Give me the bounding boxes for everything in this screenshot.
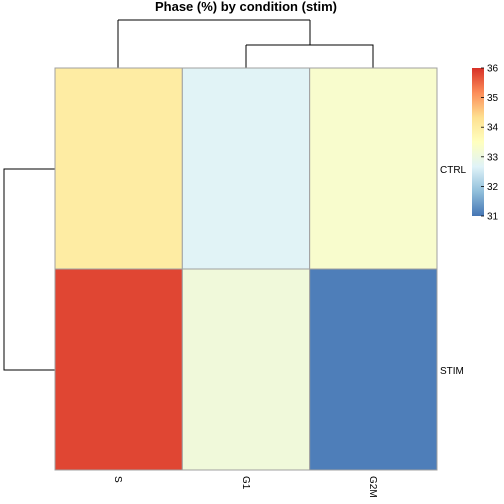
heatmap-cell-stim-g1 [181,268,311,471]
row-dendrogram [3,168,55,371]
colorbar-tick-label: 36 [487,64,499,75]
colorbar [472,68,484,216]
colorbar-ticks: 31 32 33 34 35 36 [481,64,499,223]
column-dendrogram [117,19,374,68]
heatmap-cell-ctrl-g1 [181,67,311,270]
colorbar-tick-label: 34 [487,123,499,134]
heatmap-cell-ctrl-g2m [309,67,438,270]
colorbar-tick-label: 35 [487,93,499,104]
colorbar-tick-label: 33 [487,152,499,163]
column-label-g1: G1 [240,476,251,490]
heatmap-cell-stim-s [54,268,183,471]
row-label-stim: STIM [440,366,464,377]
row-label-ctrl: CTRL [440,165,467,176]
chart-title: Phase (%) by condition (stim) [155,0,337,14]
heatmap-cells [54,67,438,471]
column-label-g2m: G2M [367,476,378,498]
colorbar-tick-label: 32 [487,182,499,193]
column-label-s: S [112,476,123,483]
colorbar-tick-label: 31 [487,212,499,223]
heatmap-cell-stim-g2m [309,268,438,471]
heatmap-cell-ctrl-s [54,67,183,270]
